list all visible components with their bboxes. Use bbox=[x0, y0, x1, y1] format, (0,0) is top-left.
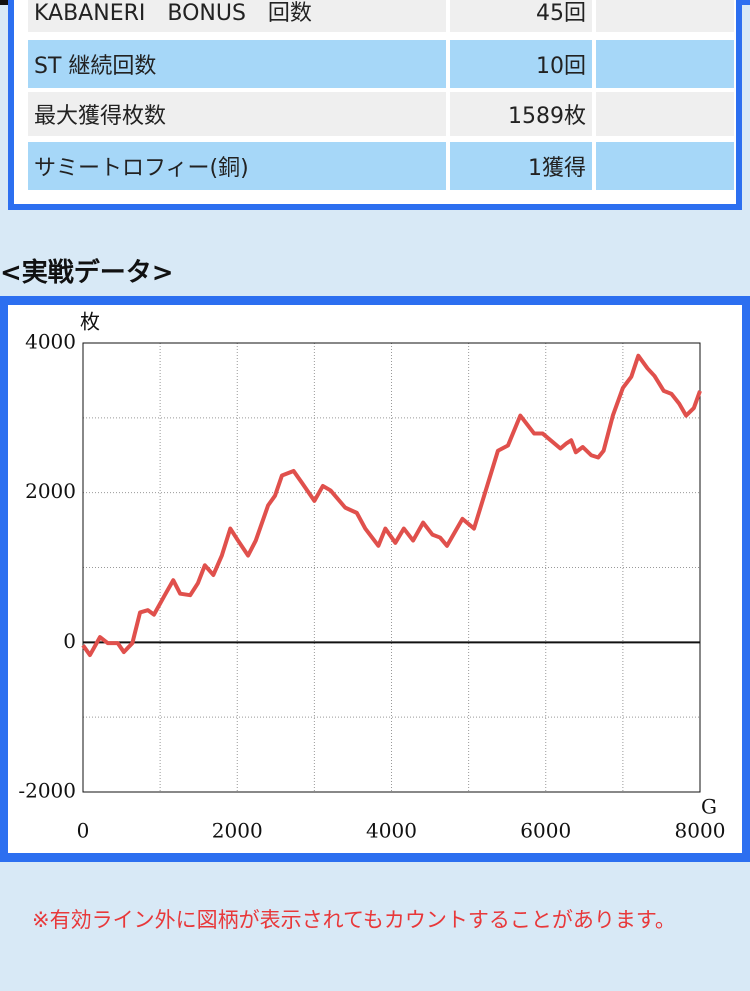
y-tick-label: 2000 bbox=[25, 479, 76, 503]
data-line bbox=[81, 353, 702, 658]
y-tick-label: -2000 bbox=[18, 779, 76, 803]
y-tick-label: 4000 bbox=[25, 330, 76, 354]
x-axis-label: G bbox=[701, 795, 717, 819]
note: ※有効ライン外に図柄が表示されてもカウントすることがあります。 bbox=[32, 908, 676, 932]
y-tick-label: 0 bbox=[63, 629, 76, 653]
chart-box: 枚 G 0 2000 4000 6000 8000 -2000 0 2000 4000 bbox=[0, 296, 750, 862]
table-cell: KABANERI BONUS 回数 bbox=[28, 0, 446, 32]
table: KABANERI BONUS 回数 45回 ST 継続回数 10回 最大獲得枚数 1589… bbox=[8, 0, 742, 210]
x-tick-label: 8000 bbox=[675, 819, 726, 843]
table-cell: 1獲得 bbox=[450, 142, 592, 190]
table-cell bbox=[596, 142, 734, 190]
table-cell: サミートロフィー(銅) bbox=[28, 142, 446, 190]
table-cell: 最大獲得枚数 bbox=[28, 92, 446, 136]
x-tick-label: 6000 bbox=[520, 819, 571, 843]
section-title: <実戦データ> bbox=[0, 258, 174, 288]
plot-frame bbox=[82, 342, 701, 793]
x-tick-label: 4000 bbox=[366, 819, 417, 843]
table-cell bbox=[596, 0, 734, 32]
chart-background bbox=[8, 305, 742, 853]
table-cell: 10回 bbox=[450, 40, 592, 88]
y-axis-label: 枚 bbox=[80, 310, 100, 334]
table-cell bbox=[596, 40, 734, 88]
x-tick-label: 0 bbox=[77, 819, 90, 843]
x-tick-label: 2000 bbox=[212, 819, 263, 843]
table-cell: 1589枚 bbox=[450, 92, 592, 136]
table-cell: 45回 bbox=[450, 0, 592, 32]
table-cell: ST 継続回数 bbox=[28, 40, 446, 88]
table-cell bbox=[596, 92, 734, 136]
